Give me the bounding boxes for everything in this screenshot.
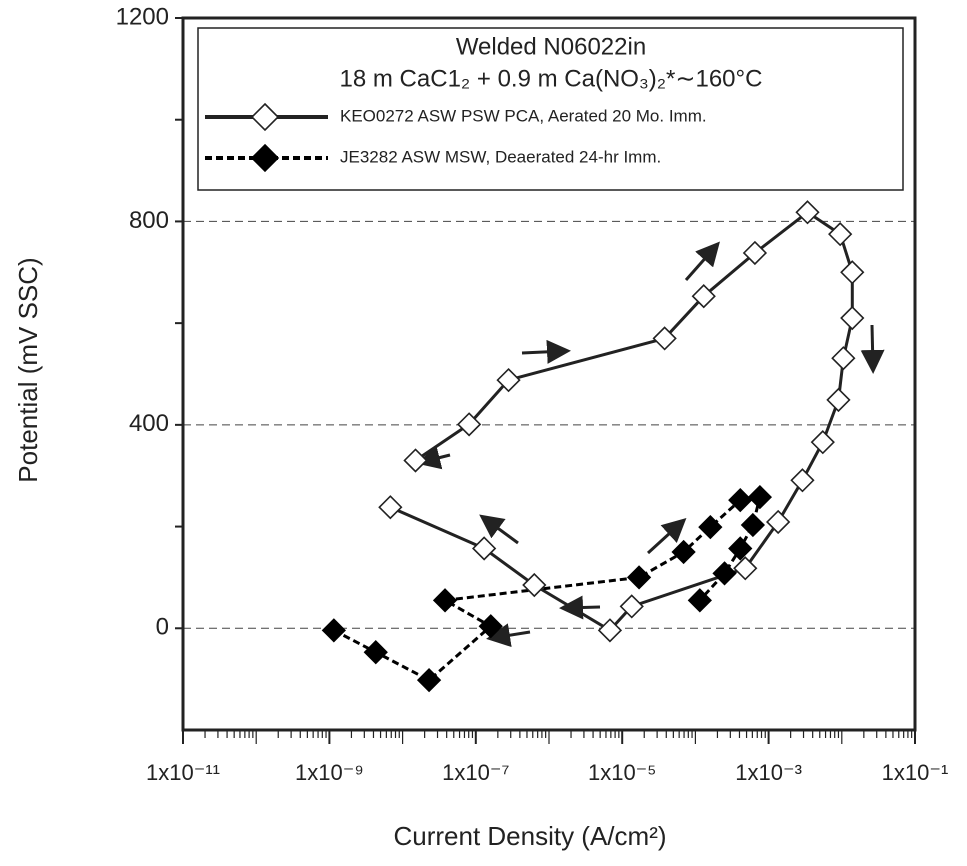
arrow xyxy=(559,595,601,620)
chart-title: Welded N06022in xyxy=(456,33,646,60)
x-tick-label: 1x10⁻⁹ xyxy=(295,760,364,785)
legend-marker xyxy=(250,102,280,132)
data-point xyxy=(321,618,346,643)
data-point xyxy=(432,588,458,613)
y-tick-label: 800 xyxy=(129,207,169,234)
x-tick-label: 1x10⁻¹ xyxy=(882,760,949,785)
data-point xyxy=(403,448,428,473)
legend-label: JE3282 ASW MSW, Deaerated 24-hr Imm. xyxy=(340,147,661,166)
data-point xyxy=(742,240,768,266)
data-point xyxy=(378,495,403,520)
arrow xyxy=(479,514,519,545)
data-point xyxy=(747,484,773,510)
data-point xyxy=(496,367,521,393)
plot-lines xyxy=(333,210,854,682)
data-point xyxy=(712,561,737,586)
data-point xyxy=(626,565,652,590)
data-point xyxy=(691,284,716,309)
data-point xyxy=(478,614,503,639)
data-point xyxy=(472,536,497,561)
legend-box xyxy=(197,27,904,191)
x-axis-label: Current Density (A/cm²) xyxy=(393,821,666,851)
data-point xyxy=(522,572,547,598)
data-point xyxy=(652,326,677,351)
y-tick-label: 1200 xyxy=(116,3,169,30)
y-axis-label: Potential (mV SSC) xyxy=(13,257,43,482)
data-point xyxy=(698,514,723,540)
legend-marker xyxy=(250,143,280,173)
data-point xyxy=(363,640,388,665)
data-point xyxy=(840,305,865,331)
data-point xyxy=(826,387,851,413)
x-tick-label: 1x10⁻¹¹ xyxy=(146,760,220,785)
series-line xyxy=(333,495,762,682)
x-tick-label: 1x10⁻⁵ xyxy=(588,760,656,785)
series-line xyxy=(389,210,854,632)
data-point xyxy=(790,468,815,493)
chart-subtitle: 18 m CaC1₂ + 0.9 m Ca(NO₃)₂*∼160°C xyxy=(340,65,763,92)
data-point xyxy=(831,346,856,371)
data-point xyxy=(733,556,758,581)
data-point xyxy=(416,668,442,693)
data-point xyxy=(456,412,482,437)
arrow xyxy=(646,517,687,555)
data-point xyxy=(828,222,853,247)
data-point xyxy=(687,588,712,613)
data-point xyxy=(810,430,835,455)
data-point xyxy=(619,594,644,619)
grid xyxy=(183,220,915,629)
data-point xyxy=(728,536,753,561)
arrow xyxy=(860,324,885,374)
data-point xyxy=(671,539,696,565)
data-point xyxy=(728,487,753,513)
x-tick-label: 1x10⁻⁷ xyxy=(442,760,509,785)
arrow xyxy=(521,339,571,364)
markers xyxy=(321,200,865,693)
arrow xyxy=(486,623,531,648)
data-point xyxy=(795,200,820,225)
arrow xyxy=(684,241,720,281)
legend-label: KEO0272 ASW PSW PCA, Aerated 20 Mo. Imm. xyxy=(340,106,707,125)
y-tick-label: 0 xyxy=(156,614,169,641)
data-point xyxy=(597,618,623,643)
y-tick-label: 400 xyxy=(129,410,169,437)
data-point xyxy=(840,260,865,285)
legend: KEO0272 ASW PSW PCA, Aerated 20 Mo. Imm.… xyxy=(205,102,707,173)
data-point xyxy=(766,509,791,535)
data-point xyxy=(740,512,766,538)
x-tick-label: 1x10⁻³ xyxy=(735,760,802,785)
